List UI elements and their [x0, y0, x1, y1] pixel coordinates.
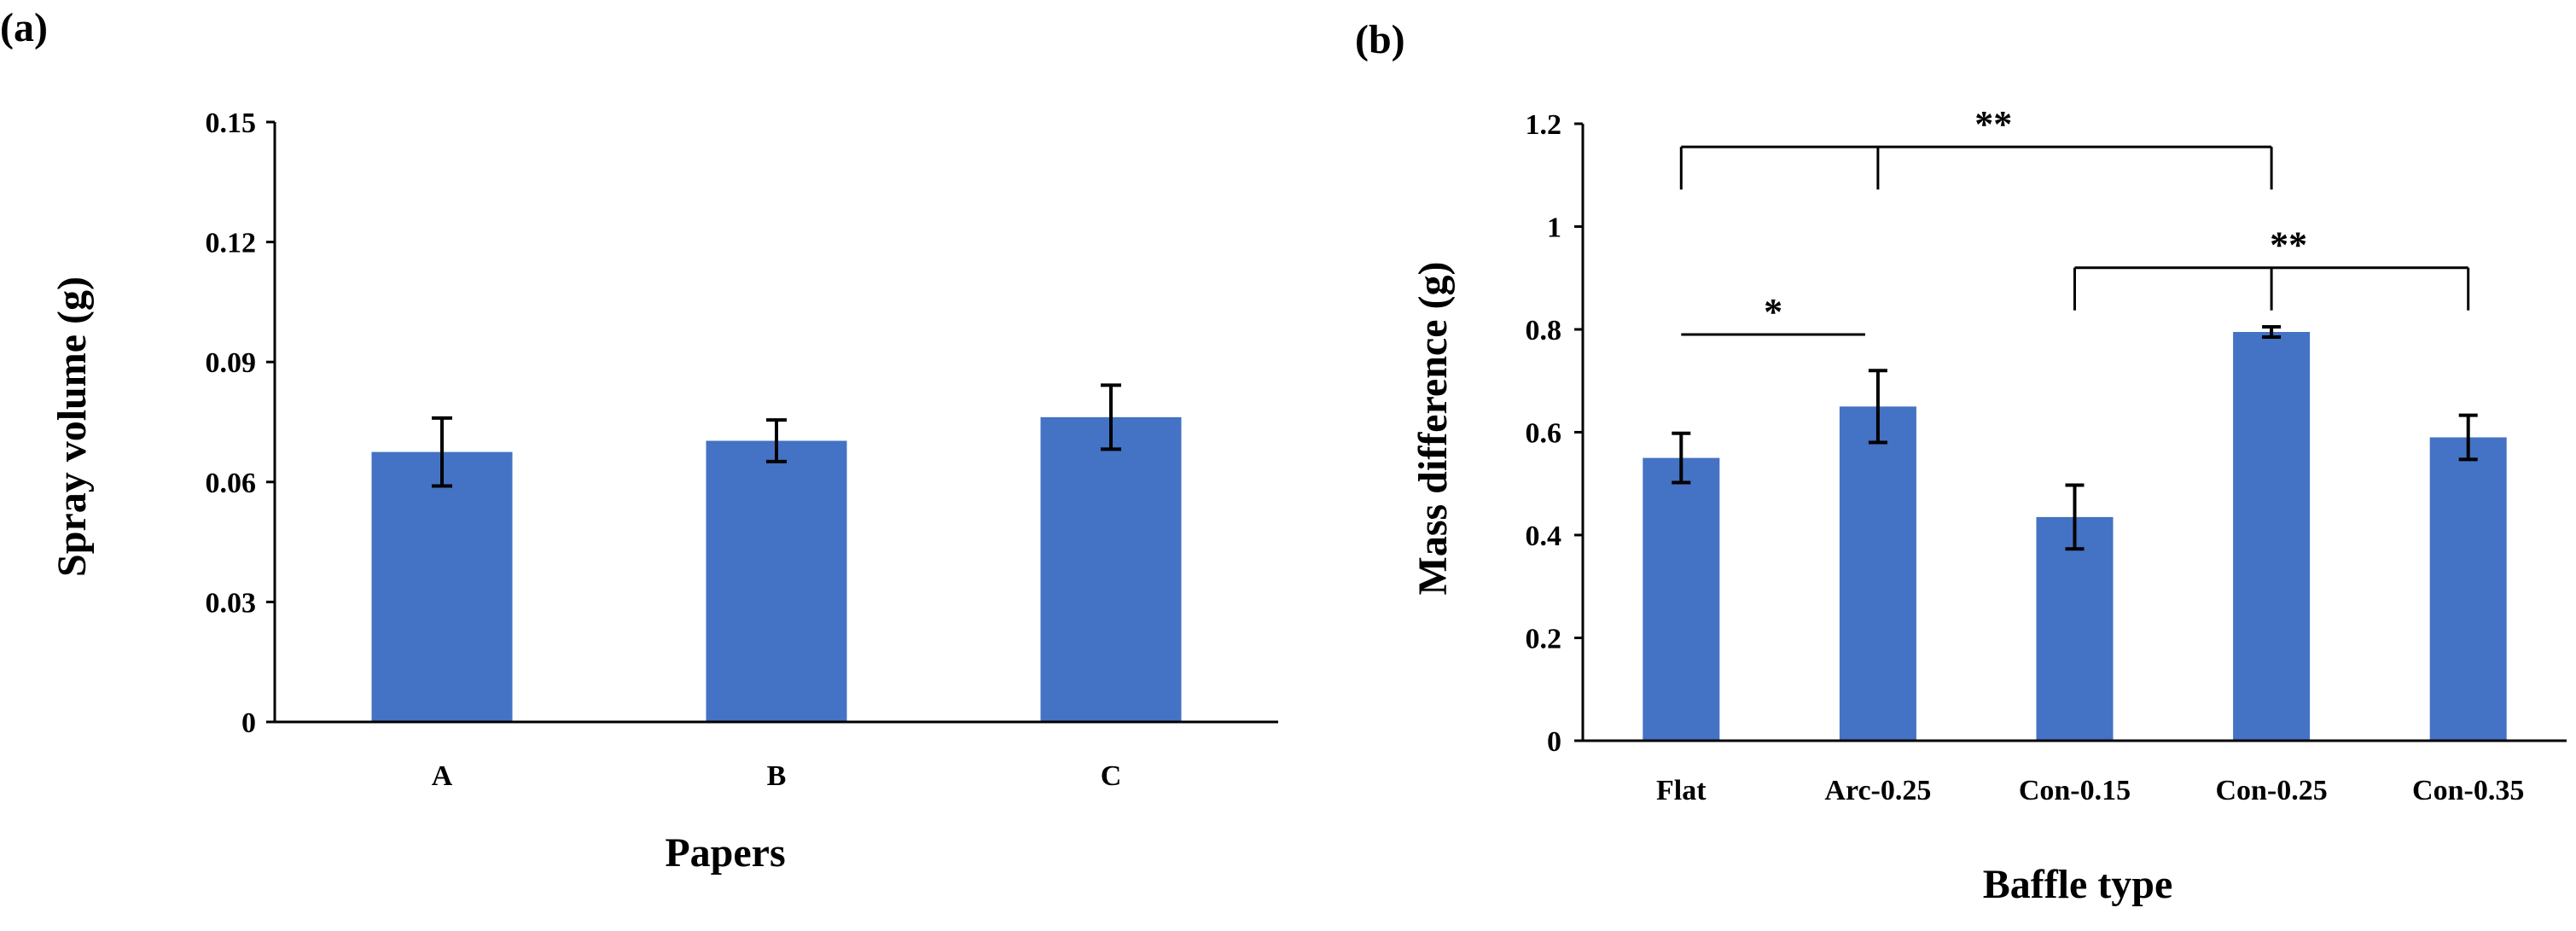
significance-annotations-b: *****	[1679, 103, 2470, 336]
x-tick-label: Con-0.25	[2215, 775, 2327, 806]
bars-b	[1643, 332, 2507, 741]
x-tick-label: A	[432, 760, 453, 792]
error-bar-con-0.25	[2262, 324, 2282, 340]
y-tick-label: 0.8	[1526, 315, 1562, 346]
bar-con-0.35	[2429, 437, 2507, 741]
x-tick-label: Arc-0.25	[1824, 775, 1931, 806]
x-tick-label: Con-0.15	[2019, 775, 2131, 806]
y-tick-label: 0.15	[206, 108, 257, 139]
significance-marker-2: **	[2073, 224, 2470, 311]
chart-panel-a: (a) 0 0.03 0.06 0.09 0.12 0.15 A B C Papers Spr…	[0, 5, 1278, 876]
error-bar-flat	[1672, 431, 1691, 485]
bar-con-0.25	[2233, 332, 2311, 741]
x-axis-ticks-b: Flat Arc-0.25 Con-0.15 Con-0.25 Con-0.35	[1656, 775, 2524, 806]
y-tick-label: 0.09	[206, 347, 257, 379]
y-tick-label: 0	[241, 707, 256, 739]
bar-a	[371, 451, 513, 722]
y-tick-label: 0.12	[206, 228, 257, 259]
error-bars-a	[432, 383, 1121, 488]
x-tick-label: B	[767, 760, 787, 792]
bar-flat	[1643, 457, 1720, 741]
x-axis-title-a: Papers	[665, 830, 785, 876]
y-tick-label: 0.4	[1526, 521, 1562, 552]
y-tick-label: 1	[1547, 212, 1561, 244]
error-bar-con-0.15	[2065, 483, 2085, 551]
panel-label-a: (a)	[0, 5, 48, 50]
bar-b	[706, 440, 847, 722]
y-tick-label: 1.2	[1526, 109, 1562, 141]
y-axis-ticks-a: 0 0.03 0.06 0.09 0.12 0.15	[206, 108, 275, 739]
y-tick-label: 0.03	[206, 587, 257, 619]
bars-a	[371, 416, 1182, 722]
error-bar-a	[432, 416, 452, 488]
y-axis-title-b: Mass difference (g)	[1410, 262, 1456, 596]
x-tick-label: Con-0.35	[2412, 775, 2524, 806]
panel-label-b: (b)	[1355, 17, 1405, 62]
bar-arc-0.25	[1839, 406, 1916, 741]
error-bar-arc-0.25	[1868, 369, 1887, 445]
error-bar-con-0.35	[2458, 413, 2478, 462]
y-tick-label: 0.2	[1526, 624, 1562, 655]
x-axis-title-b: Baffle type	[1983, 862, 2173, 907]
y-axis-title-a: Spray volume (g)	[49, 276, 95, 577]
error-bar-c	[1101, 383, 1121, 451]
significance-label: *	[1764, 291, 1782, 333]
x-tick-label: C	[1101, 760, 1122, 792]
y-tick-label: 0.06	[206, 468, 257, 499]
x-axis-ticks-a: A B C	[432, 760, 1122, 792]
bar-c	[1040, 416, 1182, 722]
bar-con-0.15	[2036, 516, 2114, 741]
y-axis-ticks-b: 0 0.2 0.4 0.6 0.8 1 1.2	[1526, 109, 1583, 758]
significance-marker-1: **	[1679, 103, 2273, 190]
y-tick-label: 0.6	[1526, 418, 1562, 450]
chart-panel-b: (b) 0 0.2 0.4 0.6 0.8 1 1.2 Flat Arc-0.25 Con-0.…	[1355, 17, 2567, 907]
x-tick-label: Flat	[1656, 775, 1707, 806]
significance-label: **	[1974, 103, 2012, 145]
error-bars-b	[1672, 324, 2478, 551]
y-tick-label: 0	[1547, 726, 1561, 758]
significance-marker-3: *	[1681, 291, 1865, 336]
error-bar-b	[766, 418, 787, 463]
significance-label: **	[2270, 224, 2307, 266]
